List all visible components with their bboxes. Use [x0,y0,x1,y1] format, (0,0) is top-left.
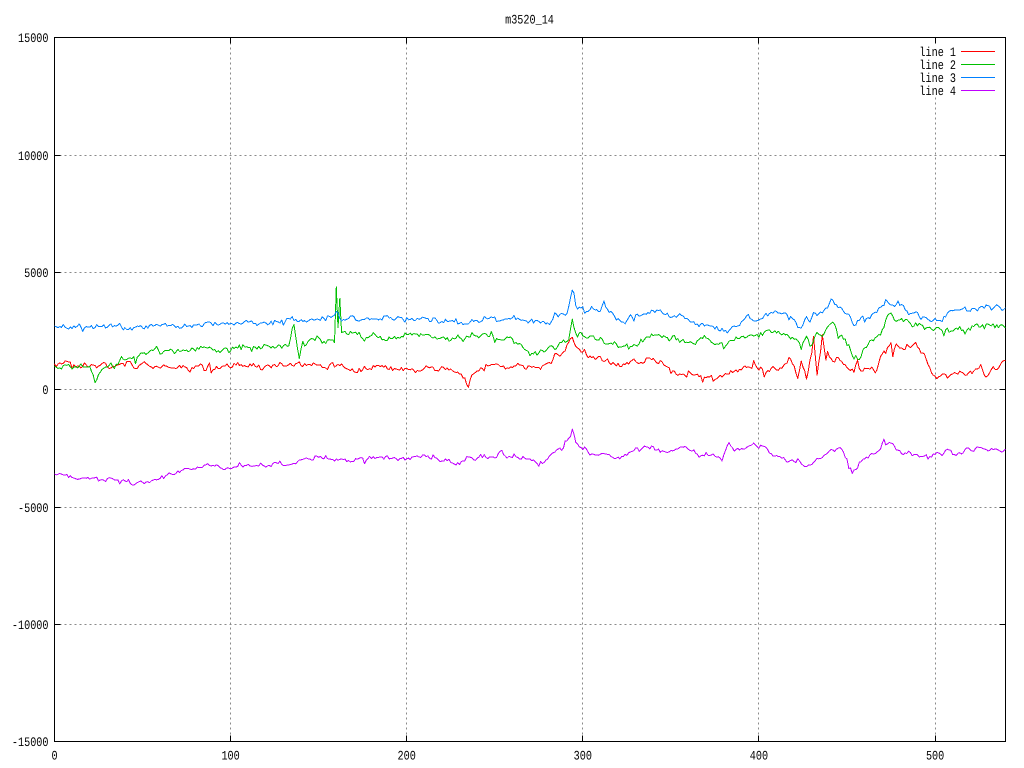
svg-text:200: 200 [398,749,416,764]
svg-text:5000: 5000 [24,266,48,281]
svg-text:100: 100 [221,749,239,764]
svg-text:line 4: line 4 [919,84,956,99]
svg-text:500: 500 [926,749,944,764]
svg-text:0: 0 [42,383,48,398]
svg-text:0: 0 [51,749,57,764]
svg-text:300: 300 [574,749,592,764]
svg-text:line 1: line 1 [919,45,956,60]
svg-text:m3520_14: m3520_14 [505,13,554,28]
svg-text:line 2: line 2 [919,58,956,73]
svg-text:-15000: -15000 [12,735,49,750]
svg-text:400: 400 [750,749,768,764]
svg-text:-10000: -10000 [12,618,49,633]
svg-text:15000: 15000 [18,31,49,46]
svg-text:10000: 10000 [18,149,49,164]
svg-text:-5000: -5000 [18,501,49,516]
svg-text:line 3: line 3 [919,71,956,86]
